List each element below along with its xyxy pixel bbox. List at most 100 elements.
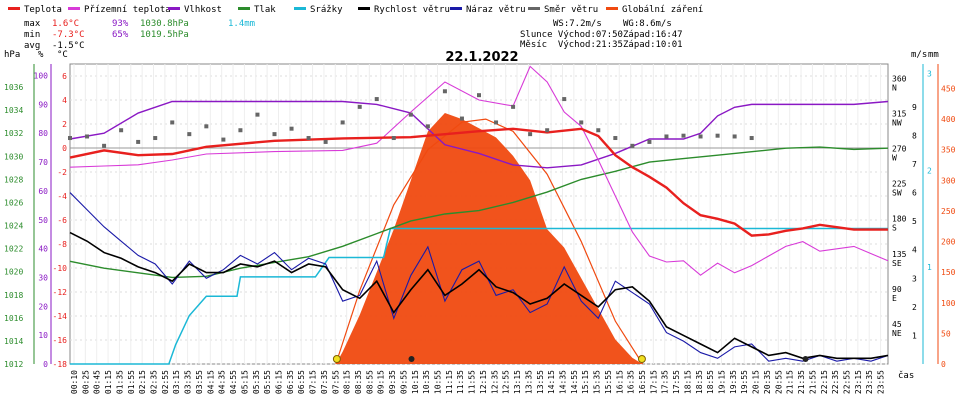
axis-ms-tick: 6 — [912, 189, 917, 198]
wind-dir-point — [68, 136, 72, 141]
x-tick-label: 09:15 — [377, 370, 386, 394]
wind-dir-point — [698, 134, 703, 139]
stat-avg-temp: -1.5°C — [52, 41, 85, 51]
moonset-marker — [408, 356, 415, 362]
axis-solar-tick: 50 — [941, 329, 951, 338]
stat-max-press: 1030.8hPa — [140, 19, 189, 29]
axis-dir-label: E — [892, 294, 897, 303]
x-tick-label: 06:15 — [274, 370, 283, 394]
x-tick-label: 16:55 — [638, 370, 647, 394]
x-tick-label: 05:35 — [252, 370, 261, 394]
axis-c-tick: -10 — [53, 264, 68, 273]
x-tick-label: 04:15 — [206, 370, 215, 394]
axis-solar-tick: 200 — [941, 238, 956, 247]
wind-dir-point — [732, 134, 737, 139]
axis-dir-deg: 135 — [892, 250, 907, 259]
axis-dir-deg: 45 — [892, 320, 902, 329]
wind-dir-point — [630, 143, 635, 148]
x-tick-label: 16:15 — [615, 370, 624, 394]
wind-dir-point — [374, 97, 379, 102]
axis-hpa-tick: 1012 — [4, 360, 23, 369]
axis-pct-tick: 50 — [38, 216, 48, 225]
axis-dir-deg: 180 — [892, 215, 907, 224]
axis-c-unit: °C — [57, 50, 68, 60]
x-tick-label: 19:35 — [729, 370, 738, 394]
wind-dir-point — [272, 132, 277, 137]
x-tick-label: 03:55 — [195, 370, 204, 394]
legend-label-2: Vlhkost — [184, 5, 222, 15]
x-tick-label: 22:35 — [831, 370, 840, 394]
x-tick-label: 12:55 — [502, 370, 511, 394]
x-tick-label: 17:35 — [661, 370, 670, 394]
wind-dir-point — [391, 136, 396, 141]
x-tick-label: 22:15 — [820, 370, 829, 394]
axis-dir-label: NW — [892, 119, 902, 128]
axis-solar-tick: 100 — [941, 299, 956, 308]
wind-dir-point — [749, 136, 754, 141]
sunset-marker — [637, 355, 646, 363]
axis-hpa-unit: hPa — [4, 50, 20, 60]
x-tick-label: 13:15 — [513, 370, 522, 394]
axis-solar-tick: 450 — [941, 84, 956, 93]
wind-dir-point — [238, 128, 243, 133]
wind-dir-point — [664, 134, 669, 139]
x-tick-label: 06:35 — [286, 370, 295, 394]
moonrise-text: Měsíc Východ:21:35 — [520, 40, 623, 50]
axis-mm-tick: 1 — [927, 263, 932, 272]
axis-dir-deg: 270 — [892, 145, 907, 154]
legend-swatch-7 — [528, 7, 540, 10]
stat-max-temp: 1.6°C — [52, 19, 80, 29]
series-solar-clear-sky — [335, 118, 644, 365]
stat-avg-label: avg — [24, 41, 41, 51]
wind-dir-point — [528, 132, 533, 137]
axis-solar-tick: 0 — [941, 360, 946, 369]
series-wind — [69, 231, 889, 360]
legend-swatch-1 — [68, 7, 80, 10]
axis-dir-deg: 360 — [892, 74, 907, 83]
axis-hpa-tick: 1016 — [4, 314, 23, 323]
axis-dir-label: SE — [892, 259, 902, 268]
axis-ms-tick: 5 — [912, 217, 917, 226]
x-tick-label: 19:55 — [740, 370, 749, 394]
axis-hpa-tick: 1024 — [4, 222, 23, 231]
series-solar-area — [335, 112, 643, 365]
x-tick-label: 08:35 — [354, 370, 363, 394]
wind-dir-point — [408, 112, 413, 117]
axis-hpa-tick: 1036 — [4, 83, 23, 92]
axis-pct-tick: 80 — [38, 129, 48, 138]
axis-ms-tick: 3 — [912, 274, 917, 283]
wind-dir-point — [647, 139, 652, 144]
axis-hpa-tick: 1034 — [4, 106, 23, 115]
series-pressure — [69, 146, 889, 279]
wind-dir-point — [477, 93, 481, 98]
legend: Teplota Přízemní teplota Vlhkost Tlak Srážky… — [8, 5, 703, 15]
axis-pct-tick: 0 — [43, 360, 48, 369]
axis-hpa-tick: 1026 — [4, 198, 23, 207]
axis-c-tick: -6 — [57, 216, 67, 225]
axis-solar-tick: 400 — [941, 115, 956, 124]
axis-c-tick: 4 — [62, 96, 67, 105]
axis-c-tick: 0 — [62, 144, 67, 153]
x-tick-label: 04:55 — [229, 370, 238, 394]
x-tick-label: 00:25 — [81, 370, 90, 394]
x-tick-label: 10:55 — [434, 370, 443, 394]
series-ground-temp — [69, 65, 889, 276]
stat-max-rain: 1.4mm — [228, 19, 256, 29]
legend-label-8: Globální záření — [622, 5, 703, 15]
stat-max-hum: 93% — [112, 19, 129, 29]
x-tick-label: 05:15 — [240, 370, 249, 394]
x-tick-label: 12:35 — [490, 370, 499, 394]
x-tick-label: 01:35 — [115, 370, 124, 394]
axis-solar-tick: 250 — [941, 207, 956, 216]
stat-min-label: min — [24, 30, 41, 40]
x-tick-label: 04:35 — [218, 370, 227, 394]
axis-dir-label: SW — [892, 189, 902, 198]
sunset-text: Západ:16:47 — [623, 30, 683, 40]
wind-dir-point — [289, 126, 294, 131]
x-tick-label: 18:55 — [706, 370, 715, 394]
legend-label-5: Rychlost větru — [374, 5, 450, 15]
x-tick-label: 11:15 — [445, 370, 454, 394]
axis-c-tick: -4 — [57, 192, 67, 201]
legend-swatch-6 — [450, 7, 462, 10]
